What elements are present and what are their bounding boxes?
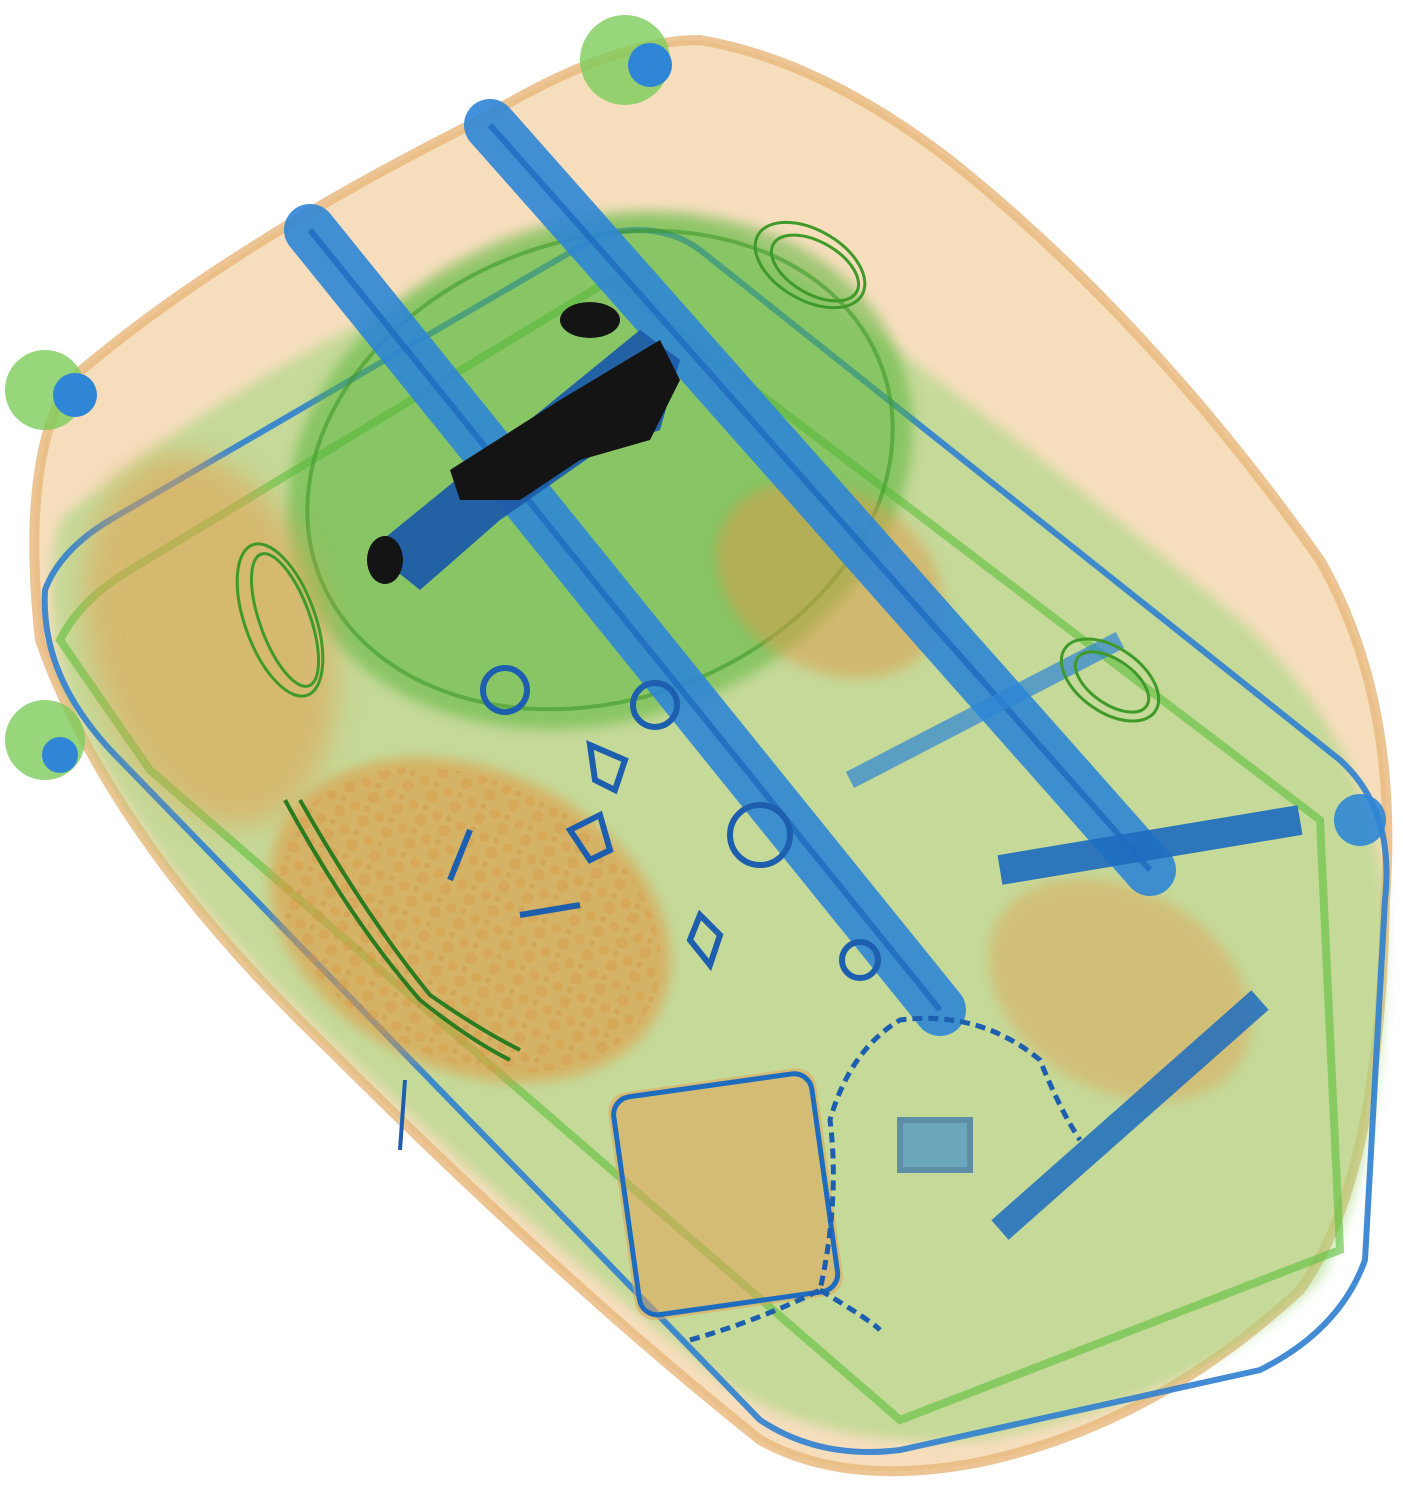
strap xyxy=(283,799,521,1151)
small-metal-items xyxy=(447,665,973,1173)
coiled-cables xyxy=(235,220,1161,723)
wheel-assembly xyxy=(5,15,1386,846)
trolley-rails xyxy=(284,99,1303,1240)
chain xyxy=(689,1015,1083,1343)
organic-contents xyxy=(84,453,1252,1321)
dense-block xyxy=(367,302,680,590)
